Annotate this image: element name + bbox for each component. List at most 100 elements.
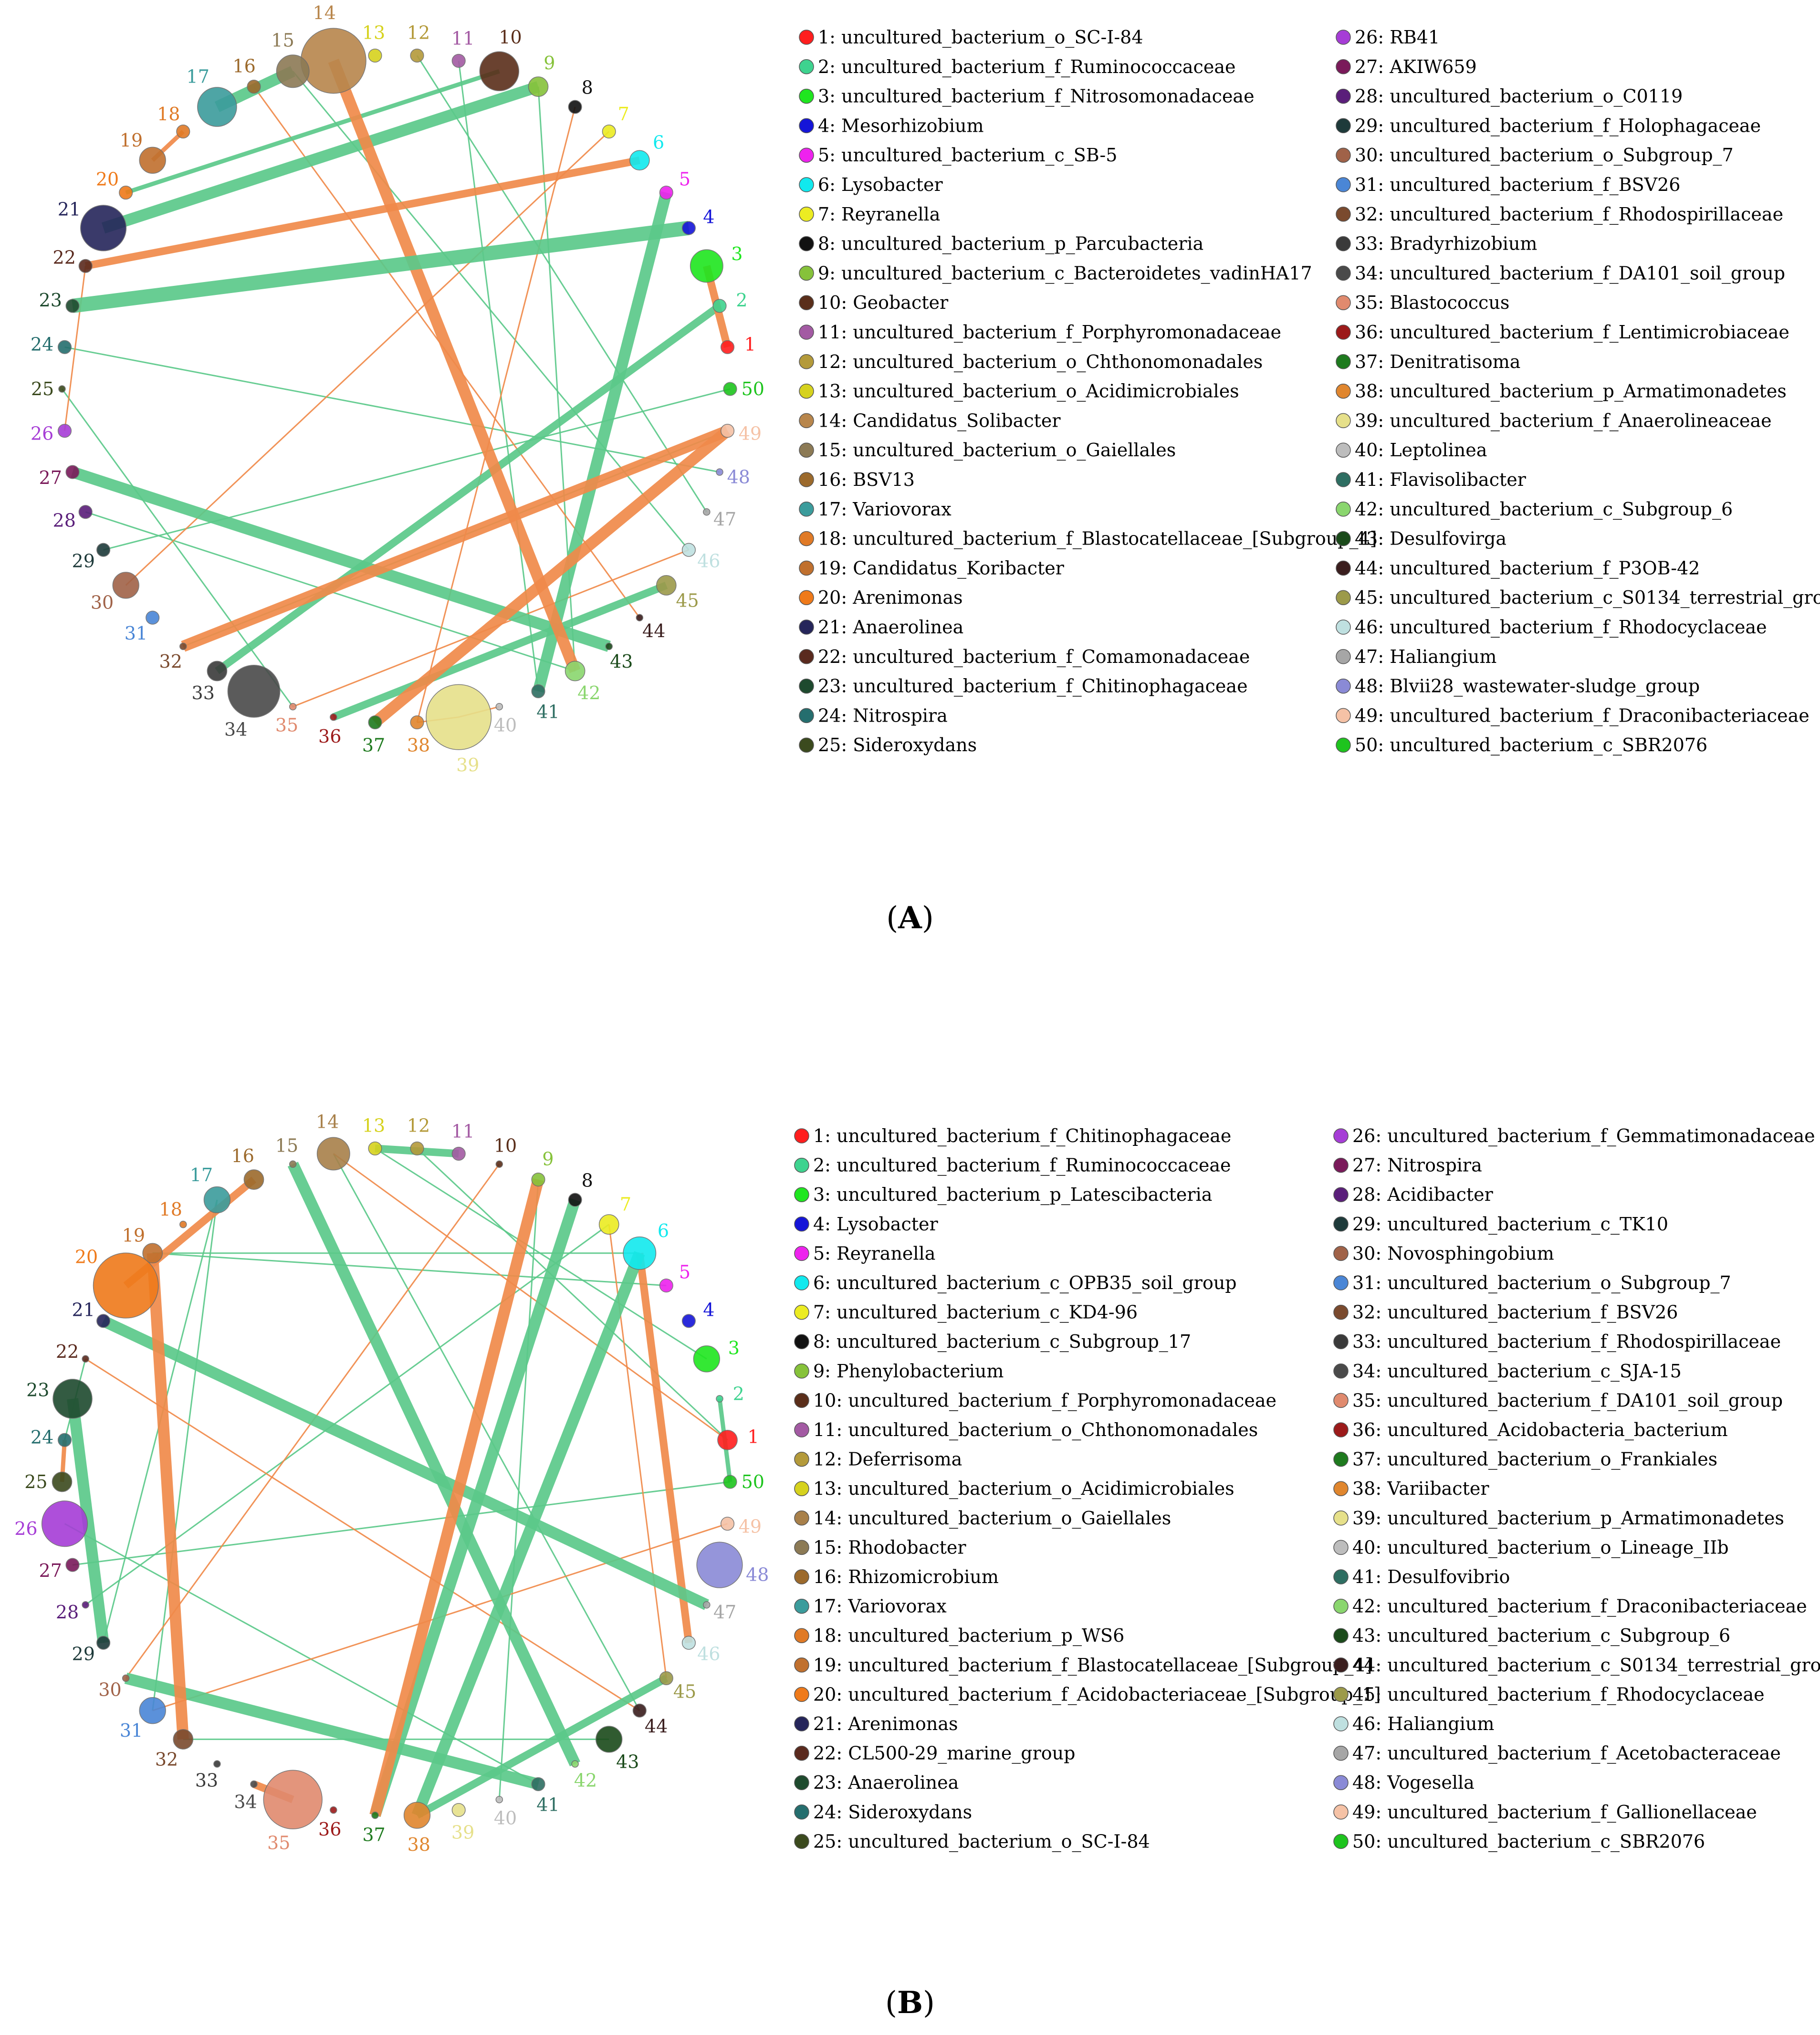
legend-item-3: 3: uncultured_bacterium_p_Latescibacteri… [794, 1184, 1212, 1206]
node-label-25: 25 [24, 1471, 47, 1492]
node-20 [119, 186, 133, 200]
legend-swatch-37 [1333, 1451, 1349, 1467]
node-label-6: 6 [653, 132, 664, 153]
legend-label-15: 15: uncultured_bacterium_o_Gaiellales [818, 440, 1176, 461]
node-10 [495, 1160, 503, 1168]
node-label-23: 23 [39, 290, 62, 311]
edge-45-7-negative [608, 1224, 667, 1678]
edge-40-9-positive [498, 1179, 539, 1800]
legend-item-35: 35: uncultured_bacterium_f_DA101_soil_gr… [1333, 1390, 1783, 1411]
legend-label-28: 28: Acidibacter [1352, 1184, 1494, 1205]
legend-label-11: 11: uncultured_bacterium_f_Porphyromonad… [818, 322, 1281, 343]
legend-label-17: 17: Variovorax [813, 1596, 947, 1617]
legend-swatch-26 [1333, 1128, 1349, 1143]
legend-swatch-3 [799, 88, 814, 104]
legend-item-23: 23: Anaerolinea [794, 1772, 959, 1793]
legend-item-22: 22: CL500-29_marine_group [794, 1743, 1075, 1764]
legend-swatch-34 [1333, 1364, 1349, 1379]
legend-label-35: 35: Blastococcus [1355, 292, 1509, 313]
node-9 [531, 1173, 545, 1187]
legend-item-17: 17: Variovorax [794, 1596, 947, 1617]
node-label-46: 46 [697, 550, 720, 571]
legend-label-44: 44: uncultured_bacterium_f_P3OB-42 [1355, 557, 1700, 579]
legend-swatch-16 [799, 472, 814, 487]
legend-swatch-12 [799, 354, 814, 369]
legend-label-47: 47: Haliangium [1355, 646, 1496, 667]
node-label-9: 9 [544, 52, 555, 73]
legend-swatch-38 [1333, 1481, 1349, 1496]
legend-item-14: 14: uncultured_bacterium_o_Gaiellales [794, 1508, 1171, 1529]
legend-label-13: 13: uncultured_bacterium_o_Acidimicrobia… [818, 381, 1239, 402]
panel-b-edges [60, 1144, 732, 1819]
legend-label-12: 12: uncultured_bacterium_o_Chthonomonada… [818, 351, 1263, 373]
legend-swatch-2 [799, 59, 814, 74]
legend-swatch-32 [1336, 207, 1351, 222]
legend-item-19: 19: uncultured_bacterium_f_Blastocatella… [794, 1655, 1372, 1676]
node-label-28: 28 [56, 1602, 79, 1623]
legend-swatch-17 [799, 502, 814, 517]
node-label-16: 16 [232, 55, 255, 76]
node-label-4: 4 [703, 1300, 714, 1321]
node-1 [720, 340, 735, 354]
node-16 [243, 1169, 264, 1190]
legend-label-3: 3: uncultured_bacterium_p_Latescibacteri… [813, 1184, 1212, 1206]
edge-14-1-negative [333, 1153, 728, 1441]
legend-label-34: 34: uncultured_bacterium_f_DA101_soil_gr… [1355, 262, 1785, 284]
edge-38-6-positive [411, 1251, 645, 1818]
node-31 [146, 610, 160, 625]
legend-swatch-9 [799, 265, 814, 281]
legend-swatch-35 [1333, 1393, 1349, 1408]
node-label-44: 44 [642, 620, 665, 641]
legend-item-42: 42: uncultured_bacterium_f_Draconibacter… [1333, 1596, 1807, 1617]
node-24 [57, 340, 72, 354]
node-34 [227, 665, 281, 718]
legend-swatch-21 [794, 1716, 809, 1731]
legend-item-17: 17: Variovorax [799, 499, 952, 520]
legend-item-12: 12: Deferrisoma [794, 1449, 962, 1470]
node-label-4: 4 [703, 207, 714, 228]
node-43 [605, 642, 613, 650]
node-1 [717, 1429, 738, 1450]
legend-label-25: 25: Sideroxydans [818, 734, 977, 755]
legend-swatch-26 [1336, 30, 1351, 45]
legend-swatch-14 [794, 1511, 809, 1526]
node-label-7: 7 [618, 104, 629, 125]
node-label-27: 27 [39, 467, 62, 488]
edge-23-29-positive [67, 1398, 109, 1644]
legend-swatch-34 [1336, 265, 1351, 281]
edge-37-49-negative [371, 426, 732, 727]
legend-item-41: 41: Flavisolibacter [1336, 469, 1527, 490]
node-label-32: 32 [159, 651, 182, 672]
edge-27-43-positive [71, 466, 611, 652]
legend-swatch-20 [799, 590, 814, 605]
legend-label-41: 41: Desulfovibrio [1352, 1566, 1510, 1587]
legend-label-49: 49: uncultured_bacterium_f_Draconibacter… [1355, 705, 1810, 726]
legend-item-42: 42: uncultured_bacterium_c_Subgroup_6 [1336, 499, 1733, 520]
node-label-43: 43 [616, 1752, 639, 1773]
node-label-40: 40 [494, 715, 517, 736]
legend-item-25: 25: uncultured_bacterium_o_SC-I-84 [794, 1831, 1150, 1852]
legend-item-45: 45: uncultured_bacterium_f_Rhodocyclacea… [1333, 1684, 1765, 1705]
edge-26-41-positive [64, 1523, 539, 1785]
legend-swatch-32 [1333, 1304, 1349, 1320]
legend-item-11: 11: uncultured_bacterium_o_Chthonomonada… [794, 1419, 1258, 1441]
edge-32-49-negative [181, 425, 730, 652]
node-47 [703, 508, 711, 516]
node-31 [139, 1697, 166, 1724]
node-17 [197, 87, 237, 127]
node-label-24: 24 [31, 334, 53, 355]
node-21 [80, 205, 127, 252]
legend-label-46: 46: Haliangium [1352, 1713, 1494, 1734]
legend-item-15: 15: uncultured_bacterium_o_Gaiellales [799, 440, 1176, 461]
legend-item-12: 12: uncultured_bacterium_o_Chthonomonada… [799, 351, 1263, 373]
legend-swatch-47 [1336, 649, 1351, 664]
node-label-8: 8 [582, 1170, 593, 1191]
legend-item-27: 27: Nitrospira [1333, 1155, 1482, 1176]
legend-label-10: 10: uncultured_bacterium_f_Porphyromonad… [813, 1390, 1276, 1411]
node-label-3: 3 [731, 243, 743, 264]
node-label-45: 45 [676, 590, 699, 611]
legend-item-13: 13: uncultured_bacterium_o_Acidimicrobia… [799, 381, 1239, 402]
node-label-11: 11 [451, 1121, 474, 1142]
legend-swatch-44 [1336, 560, 1351, 576]
node-47 [703, 1601, 711, 1609]
